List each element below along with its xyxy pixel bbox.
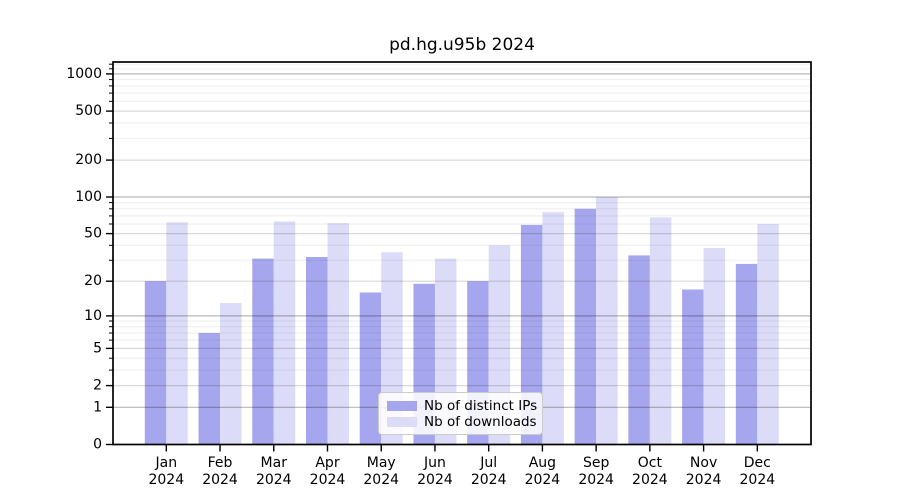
y-tick-label: 500 [75, 103, 102, 119]
bar-distinct-ips-aug [520, 224, 543, 445]
x-tick-label: Aug 2024 [525, 455, 561, 488]
x-tick-label: Dec 2024 [740, 455, 776, 488]
y-tick-label: 2 [93, 378, 102, 394]
bar-distinct-ips-jan [144, 281, 167, 445]
bar-distinct-ips-oct [628, 255, 650, 445]
axes-frame [112, 61, 812, 446]
x-tick-label: Jul 2024 [471, 455, 507, 488]
bar-downloads-dec [757, 224, 779, 445]
bar-downloads-mar [273, 221, 296, 445]
bar-distinct-ips-sep [574, 208, 597, 445]
legend-item-downloads: Nb of downloads [387, 414, 537, 430]
bar-downloads-feb [220, 303, 242, 445]
bar-downloads-sep [596, 197, 618, 445]
legend-item-distinct-ips: Nb of distinct IPs [387, 398, 538, 414]
y-tick-label: 200 [75, 152, 102, 168]
legend-swatch-distinct-ips [387, 401, 417, 411]
bar-downloads-nov [703, 248, 726, 445]
bar-downloads-aug [542, 212, 564, 445]
y-tick-label: 1 [93, 399, 102, 415]
bar-downloads-apr [327, 223, 349, 445]
bar-distinct-ips-apr [305, 257, 328, 445]
bar-distinct-ips-feb [198, 333, 221, 445]
legend: Nb of distinct IPs Nb of downloads [378, 392, 543, 435]
x-tick-label: Oct 2024 [632, 455, 668, 488]
y-tick-label: 5 [93, 340, 102, 356]
x-tick-label: Jun 2024 [417, 455, 453, 488]
bar-downloads-oct [649, 217, 672, 445]
y-tick-label: 50 [84, 226, 102, 242]
x-tick-label: Jan 2024 [148, 455, 184, 488]
legend-label-distinct-ips: Nb of distinct IPs [424, 398, 538, 414]
bar-distinct-ips-nov [682, 289, 704, 445]
y-tick-label: 100 [75, 189, 102, 205]
y-tick-label: 0 [93, 437, 102, 453]
chart-title: pd.hg.u95b 2024 [389, 35, 535, 55]
legend-label-downloads: Nb of downloads [424, 414, 537, 430]
y-tick-label: 1000 [66, 66, 102, 82]
x-tick-label: Nov 2024 [686, 455, 722, 488]
bar-distinct-ips-dec [735, 263, 758, 445]
x-tick-label: Sep 2024 [578, 455, 614, 488]
bar-distinct-ips-may [359, 292, 382, 445]
bar-distinct-ips-mar [252, 258, 274, 445]
y-tick-label: 10 [84, 308, 102, 324]
x-tick-label: May 2024 [363, 455, 399, 488]
legend-swatch-downloads [387, 417, 417, 427]
x-tick-label: Mar 2024 [256, 455, 292, 488]
bar-downloads-jan [166, 222, 188, 445]
x-tick-label: Apr 2024 [310, 455, 346, 488]
x-tick-label: Feb 2024 [202, 455, 238, 488]
y-tick-label: 20 [84, 273, 102, 289]
